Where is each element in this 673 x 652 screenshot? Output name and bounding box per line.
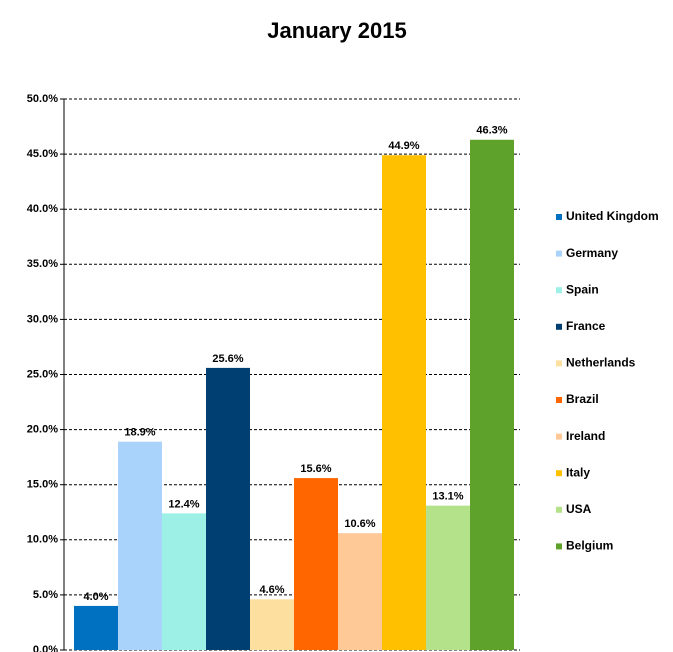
legend-label: Ireland (566, 429, 605, 443)
data-label: 15.6% (300, 463, 331, 475)
chart-title: January 2015 (267, 18, 406, 43)
bar (162, 513, 206, 650)
legend-label: Italy (566, 465, 590, 479)
y-tick-label: 15.0% (27, 479, 58, 491)
y-tick-label: 35.0% (27, 258, 58, 270)
legend-label: Belgium (566, 539, 613, 553)
legend-swatch (556, 323, 562, 330)
legend-swatch (556, 470, 562, 477)
y-tick-label: 50.0% (27, 93, 58, 105)
data-label: 46.3% (476, 125, 507, 137)
bar (470, 139, 514, 651)
bar (426, 505, 470, 650)
y-tick-label: 5.0% (33, 589, 58, 601)
legend-swatch (556, 506, 562, 513)
legend-swatch (556, 397, 562, 403)
data-label: 4.6% (259, 584, 284, 596)
data-label: 10.6% (344, 518, 375, 530)
y-tick-label: 20.0% (27, 424, 58, 436)
y-tick-label: 0.0% (33, 644, 58, 652)
legend-label: Brazil (566, 392, 599, 406)
bar (74, 605, 118, 650)
legend-label: Netherlands (566, 356, 636, 370)
bar (338, 533, 382, 650)
legend-label: United Kingdom (566, 209, 659, 223)
data-label: 4.0% (83, 591, 108, 603)
bar (206, 367, 250, 650)
bar (250, 599, 294, 650)
data-label: 12.4% (168, 498, 199, 510)
legend-label: Germany (566, 246, 618, 260)
legend-label: France (566, 319, 606, 333)
legend-swatch (556, 287, 562, 294)
bar (382, 155, 426, 650)
legend-label: USA (566, 502, 592, 516)
legend-swatch (556, 360, 562, 367)
data-label: 44.9% (388, 140, 419, 152)
y-tick-label: 40.0% (27, 203, 58, 215)
legend-swatch (556, 214, 562, 220)
y-tick-label: 25.0% (27, 368, 58, 380)
legend-label: Spain (566, 282, 599, 296)
data-label: 13.1% (432, 491, 463, 503)
y-tick-label: 45.0% (27, 148, 58, 160)
bar (118, 441, 162, 650)
data-label: 18.9% (124, 427, 155, 439)
y-tick-label: 30.0% (27, 313, 58, 325)
legend-swatch (556, 250, 562, 257)
legend-swatch (556, 433, 562, 440)
bar (294, 478, 338, 650)
y-tick-label: 10.0% (27, 534, 58, 546)
data-label: 25.6% (212, 353, 243, 365)
legend-swatch (556, 543, 562, 550)
